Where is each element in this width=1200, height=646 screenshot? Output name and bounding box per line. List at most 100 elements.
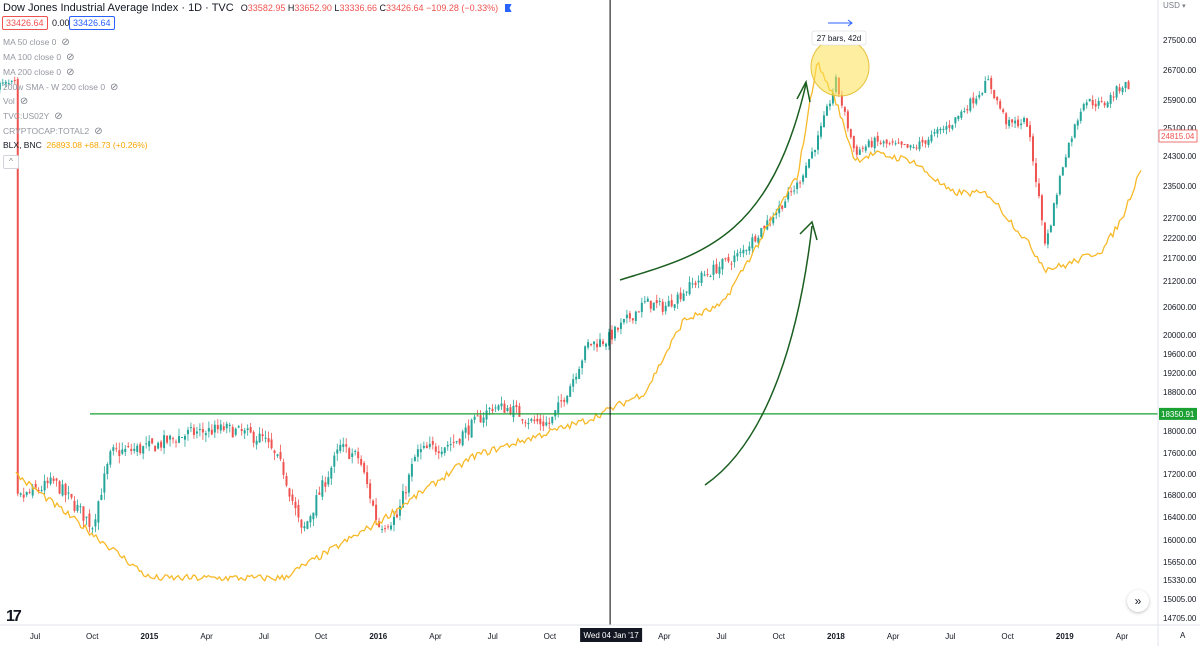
x-tick-label: Oct (315, 632, 328, 641)
indicator-blx[interactable]: BLX, BNC 26893.08 +68.73 (+0.26%) (3, 140, 148, 150)
x-tick-label: 2016 (369, 632, 387, 641)
indicator-ma100[interactable]: MA 100 close 0 ⊘ (3, 52, 75, 63)
chevron-down-icon: ▾ (1182, 3, 1186, 10)
dji-candle (1005, 113, 1008, 125)
blx-label: BLX, BNC (3, 140, 42, 150)
indicator-200w-sma[interactable]: 200w SMA - W 200 close 0 ⊘ (3, 82, 118, 93)
x-tick-label: Oct (86, 632, 99, 641)
dji-candle (410, 464, 413, 477)
dji-candle (661, 301, 664, 312)
sell-price-box[interactable]: 33426.64 (2, 16, 48, 30)
dji-candle (213, 424, 216, 433)
dji-candle (354, 450, 357, 452)
measure-label-box (811, 30, 867, 46)
eye-hidden-icon[interactable]: ⊘ (61, 37, 70, 48)
dji-candle (261, 434, 264, 437)
dji-candle (425, 445, 428, 449)
y-tick-label: 26700.00 (1163, 66, 1197, 75)
dji-candle (186, 429, 189, 435)
dji-candle (237, 426, 240, 428)
dji-candle (819, 125, 822, 137)
ohlc-high-key: H (287, 3, 295, 13)
dji-candle (688, 282, 691, 295)
dji-candle (679, 292, 682, 300)
dji-candle (560, 400, 563, 402)
dji-candle (345, 444, 348, 447)
dji-candle (814, 149, 817, 153)
tradingview-logo[interactable]: 17 (6, 608, 22, 625)
eye-hidden-icon[interactable]: ⊘ (66, 52, 75, 63)
dji-candle (605, 343, 608, 347)
symbol-title-row[interactable]: Dow Jones Industrial Average Index · 1D … (3, 2, 512, 14)
eye-hidden-icon[interactable]: ⊘ (66, 67, 75, 78)
dji-candle (987, 79, 990, 81)
dji-candle (270, 439, 273, 449)
collapse-legend-button[interactable]: ^ (3, 155, 19, 169)
dji-candle (351, 453, 354, 458)
dji-candle (796, 182, 799, 189)
dji-candle (22, 494, 25, 498)
y-tick-label: 15650.00 (1163, 558, 1197, 567)
auto-scale-button[interactable]: A (1180, 631, 1186, 640)
dji-candle (527, 422, 530, 425)
buy-price-box[interactable]: 33426.64 (69, 16, 115, 30)
dji-candle (622, 318, 625, 323)
dji-candle (1076, 120, 1079, 126)
eye-hidden-icon[interactable]: ⊘ (19, 96, 29, 107)
dji-candle (649, 300, 652, 309)
dji-candle (1017, 119, 1020, 127)
indicator-ma200[interactable]: MA 200 close 0 ⊘ (3, 67, 75, 78)
dji-candle (718, 266, 721, 274)
eye-hidden-icon[interactable]: ⊘ (54, 111, 63, 122)
dji-candle (189, 427, 192, 429)
flag-icon[interactable] (504, 4, 512, 12)
dji-candle (282, 462, 285, 475)
dji-candle (273, 450, 276, 454)
ohlc-values: O33582.95 H33652.90 L33336.66 C33426.64 … (241, 3, 501, 13)
dji-candle (694, 282, 697, 285)
dji-candle (575, 376, 578, 380)
dji-candle (933, 132, 936, 134)
dji-candle (258, 433, 261, 443)
dji-candle (766, 220, 769, 230)
symbol-title[interactable]: Dow Jones Industrial Average Index · 1D … (3, 2, 234, 14)
dji-candle (858, 149, 861, 155)
dji-candle (82, 506, 85, 521)
dji-candle (163, 435, 166, 449)
y-tick-label: 15005.00 (1163, 595, 1197, 604)
eye-hidden-icon[interactable]: ⊘ (110, 82, 119, 93)
dji-candle (1112, 96, 1115, 98)
indicator-vol[interactable]: Vol ⊘ (3, 96, 28, 107)
dji-candle (1124, 81, 1127, 89)
dji-candle (348, 448, 351, 459)
dji-candle (996, 96, 999, 101)
dji-candle (924, 140, 927, 144)
dji-candle (584, 346, 587, 361)
dji-candle (763, 225, 766, 229)
dji-candle (745, 250, 748, 252)
indicator-us02y[interactable]: TVC:US02Y ⊘ (3, 111, 63, 122)
dji-candle (637, 311, 640, 313)
indicator-label: 200w SMA - W 200 close 0 (3, 82, 106, 92)
scroll-to-realtime-button[interactable]: » (1127, 590, 1149, 612)
indicator-total2[interactable]: CRYPTOCAP:TOTAL2 ⊘ (3, 126, 103, 137)
upper-arrow-head (796, 79, 811, 103)
dji-candle (482, 417, 485, 423)
dji-candle (751, 237, 754, 249)
crosshair-time-label: Wed 04 Jan '17 (584, 631, 640, 640)
dji-candle (175, 441, 178, 443)
indicator-ma50[interactable]: MA 50 close 0 ⊘ (3, 37, 70, 48)
dji-candle (1082, 104, 1085, 111)
currency-selector[interactable]: USD ▾ (1163, 1, 1186, 10)
dji-candle (903, 144, 906, 146)
dji-candle (787, 191, 790, 200)
dji-candle (548, 422, 551, 424)
dji-candle (151, 438, 154, 444)
eye-hidden-icon[interactable]: ⊘ (94, 126, 103, 137)
dji-series (0, 74, 1130, 534)
dji-candle (1103, 102, 1106, 106)
dji-candle (1043, 222, 1046, 244)
dji-candle (387, 526, 390, 528)
last-price-label: 24815.04 (1161, 132, 1195, 141)
